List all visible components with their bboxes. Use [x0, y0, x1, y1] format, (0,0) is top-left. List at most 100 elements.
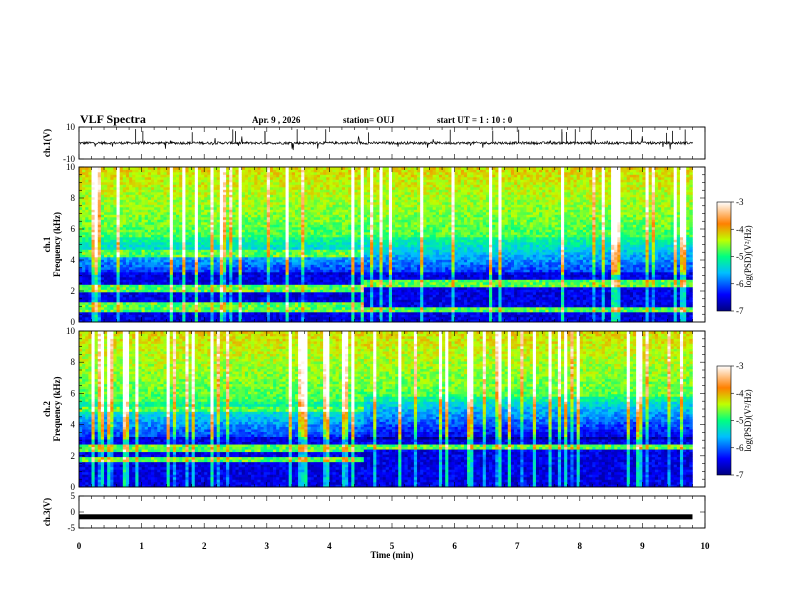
spectrogram-cell [214, 277, 217, 280]
spectrogram-cell [145, 197, 148, 200]
spectrogram-cell [176, 247, 179, 250]
spectrogram-cell [270, 245, 273, 248]
spectrogram-cell [154, 212, 157, 215]
spectrogram-cell [88, 257, 91, 260]
spectrogram-cell [232, 262, 235, 265]
spectrogram-cell [286, 240, 289, 243]
spectrogram-cell [257, 222, 260, 225]
spectrogram-cell [242, 172, 245, 175]
spectrogram-cell [270, 300, 273, 303]
spectrogram-cell [113, 260, 116, 263]
spectrogram-cell [157, 257, 160, 260]
spectrogram-cell [104, 250, 107, 253]
spectrogram-cell [176, 225, 179, 228]
spectrogram-cell [142, 280, 145, 283]
spectrogram-cell [182, 307, 185, 310]
spectrogram-cell [295, 217, 298, 220]
spectrogram-cell [101, 177, 104, 180]
spectrogram-cell [198, 192, 201, 195]
spectrogram-cell [135, 182, 138, 185]
spectrogram-cell [92, 230, 95, 233]
spectrogram-cell [126, 200, 129, 203]
spectrogram-cell [176, 302, 179, 305]
spectrogram-cell [242, 275, 245, 278]
spectrogram-cell [314, 252, 317, 255]
spectrogram-cell [270, 222, 273, 225]
spectrogram-cell [88, 312, 91, 315]
spectrogram-cell [95, 317, 98, 320]
spectrogram-cell [170, 310, 173, 313]
spectrogram-cell [217, 262, 220, 265]
spectrogram-cell [189, 280, 192, 283]
spectrogram-cell [248, 262, 251, 265]
spectrogram-cell [232, 310, 235, 313]
spectrogram-cell [254, 172, 257, 175]
spectrogram-cell [113, 220, 116, 223]
spectrogram-cell [254, 267, 257, 270]
spectrogram-cell [317, 257, 320, 260]
spectrogram-cell [117, 257, 120, 260]
spectrogram-cell [182, 172, 185, 175]
spectrogram-cell [210, 300, 213, 303]
spectrogram-cell [273, 257, 276, 260]
spectrogram-cell [167, 300, 170, 303]
spectrogram-cell [113, 310, 116, 313]
spectrogram-cell [79, 300, 82, 303]
spectrogram-cell [270, 212, 273, 215]
spectrogram-cell [289, 292, 292, 295]
spectrogram-cell [79, 285, 82, 288]
spectrogram-cell [311, 190, 314, 193]
spectrogram-cell [179, 287, 182, 290]
spectrogram-cell [189, 225, 192, 228]
spectrogram-cell [245, 185, 248, 188]
spectrogram-cell [245, 300, 248, 303]
spectrogram-cell [154, 220, 157, 223]
spectrogram-cell [292, 177, 295, 180]
spectrogram-cell [185, 242, 188, 245]
spectrogram-cell [232, 177, 235, 180]
spectrogram-cell [110, 282, 113, 285]
spectrogram-cell [276, 245, 279, 248]
spectrogram-cell [98, 185, 101, 188]
spectrogram-cell [261, 180, 264, 183]
spectrogram-cell [98, 170, 101, 173]
spectrogram-cell [113, 202, 116, 205]
spectrogram-cell [201, 197, 204, 200]
spectrogram-cell [251, 197, 254, 200]
spectrogram-cell [236, 217, 239, 220]
spectrogram-cell [157, 295, 160, 298]
spectrogram-cell [198, 170, 201, 173]
spectrogram-cell [201, 227, 204, 230]
spectrogram-cell [204, 257, 207, 260]
spectrogram-cell [298, 222, 301, 225]
spectrogram-cell [267, 177, 270, 180]
spectrogram-cell [270, 170, 273, 173]
spectrogram-cell [295, 297, 298, 300]
spectrogram-cell [85, 285, 88, 288]
spectrogram-cell [85, 215, 88, 218]
spectrogram-cell [101, 185, 104, 188]
spectrogram-cell [82, 272, 85, 275]
spectrogram-cell [98, 262, 101, 265]
spectrogram-cell [104, 185, 107, 188]
spectrogram-cell [267, 267, 270, 270]
spectrogram-cell [117, 252, 120, 255]
spectrogram-cell [92, 262, 95, 265]
spectrogram-cell [151, 240, 154, 243]
spectrogram-cell [198, 295, 201, 298]
spectrogram-cell [217, 295, 220, 298]
spectrogram-cell [123, 202, 126, 205]
spectrogram-cell [176, 242, 179, 245]
spectrogram-cell [261, 210, 264, 213]
spectrogram-cell [98, 255, 101, 258]
spectrogram-cell [320, 272, 323, 275]
spectrogram-cell [226, 235, 229, 238]
spectrogram-cell [276, 190, 279, 193]
spectrogram-cell [198, 305, 201, 308]
spectrogram-cell [179, 227, 182, 230]
spectrogram-cell [104, 202, 107, 205]
spectrogram-cell [304, 180, 307, 183]
spectrogram-cell [107, 235, 110, 238]
spectrogram-cell [104, 182, 107, 185]
spectrogram-cell [251, 237, 254, 240]
